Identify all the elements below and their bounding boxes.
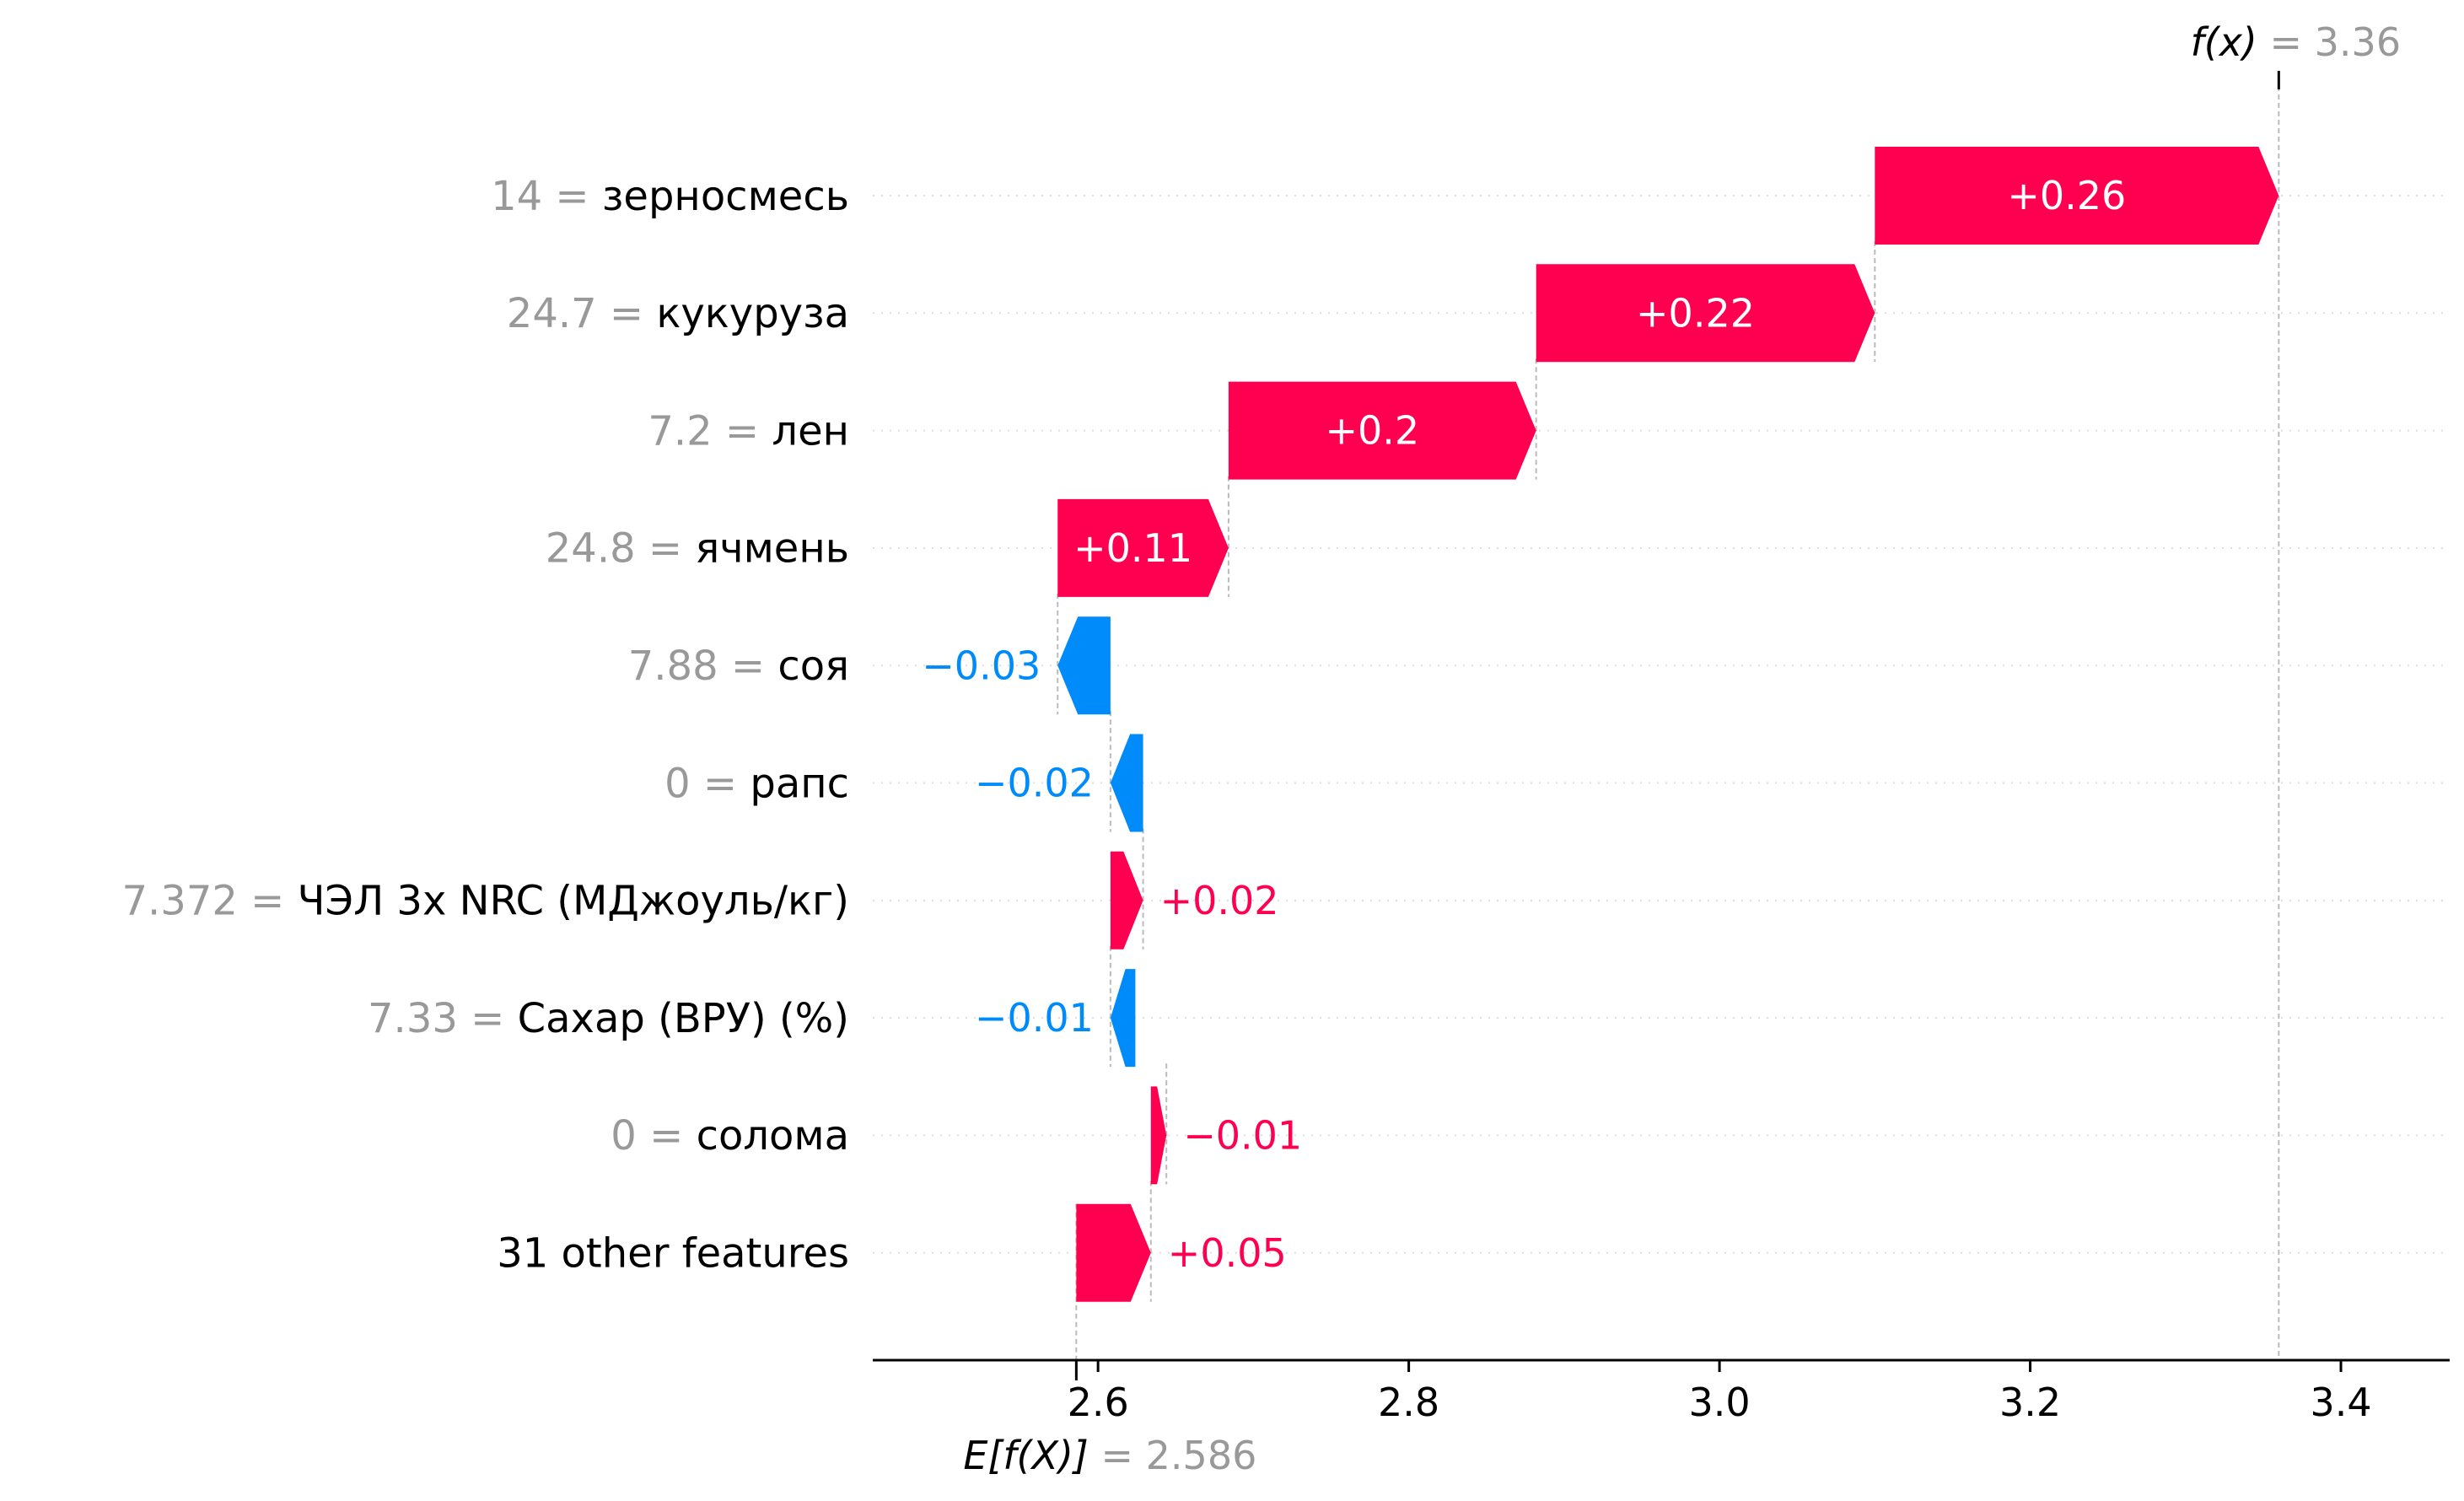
feature-label: 14 = зерносмесь <box>491 173 849 220</box>
output-value-text: f(x) = 3.36 <box>2191 19 2402 65</box>
feature-label: 0 = солома <box>611 1112 849 1159</box>
feature-value: 7.33 = <box>368 995 518 1042</box>
feature-name: Сахар (ВРУ) (%) <box>518 995 849 1042</box>
bar-value-label: +0.05 <box>1168 1230 1287 1276</box>
feature-name: соя <box>777 643 849 690</box>
feature-value: 24.8 = <box>546 525 696 573</box>
feature-label: 7.2 = лен <box>648 407 849 455</box>
feature-value: 0 = <box>611 1112 696 1159</box>
feature-label: 7.33 = Сахар (ВРУ) (%) <box>368 995 849 1042</box>
bar-value-label: +0.02 <box>1160 878 1279 923</box>
bar-positive <box>1110 851 1143 950</box>
feature-value: 0 = <box>664 760 750 807</box>
x-tick-label: 3.4 <box>2310 1380 2371 1425</box>
bar-value-label: −0.02 <box>975 761 1094 806</box>
feature-name: зерносмесь <box>602 173 849 220</box>
feature-label: 24.7 = кукуруза <box>507 290 849 337</box>
feature-value: 14 = <box>491 173 602 220</box>
bar-labels: +0.26 +0.22 +0.2 +0.11 −0.03 −0.02 +0.02 −0.01 −… <box>922 173 2126 1276</box>
bar-value-label: +0.22 <box>1636 290 1755 336</box>
output-value-annotation: f(x) = 3.36 <box>2191 19 2402 89</box>
feature-value: 7.2 = <box>648 407 772 455</box>
feature-name: 31 other features <box>497 1230 849 1278</box>
x-tick-label: 2.8 <box>1378 1380 1439 1425</box>
feature-label: 7.88 = соя <box>628 643 849 690</box>
bar-value-label: −0.03 <box>922 643 1041 688</box>
base-label: E[f(X)] <box>963 1433 1089 1478</box>
bar-positive <box>1057 498 1229 597</box>
feature-value: 24.7 = <box>507 290 657 337</box>
bar-positive <box>1150 1086 1167 1185</box>
feature-label: 24.8 = ячмень <box>546 525 849 573</box>
connectors <box>1057 78 2280 1360</box>
bar-value-label: +0.11 <box>1073 525 1192 571</box>
feature-label: 31 other features <box>497 1230 849 1278</box>
feature-name: ЧЭЛ 3х NRC (МДжоуль/кг) <box>298 878 849 925</box>
bar-value-label: +0.2 <box>1325 408 1419 454</box>
bar-value-label: −0.01 <box>975 995 1094 1041</box>
feature-name: солома <box>697 1112 849 1159</box>
bar-value-label: +0.26 <box>2007 173 2126 218</box>
bar-positive <box>1228 381 1536 480</box>
base-value-annotation: E[f(X)] = 2.586 <box>963 1360 1256 1478</box>
feature-name: рапс <box>750 760 849 807</box>
feature-label: 7.372 = ЧЭЛ 3х NRC (МДжоуль/кг) <box>121 878 849 925</box>
feature-name: лен <box>772 407 849 455</box>
bar-positive <box>1536 264 1875 363</box>
base-value-text: E[f(X)] = 2.586 <box>963 1433 1256 1478</box>
x-tick-label: 2.6 <box>1068 1380 1129 1425</box>
feature-label: 0 = рапс <box>664 760 849 807</box>
feature-value: 7.88 = <box>628 643 778 690</box>
bar-negative <box>1110 734 1143 832</box>
bar-positive <box>1076 1203 1151 1302</box>
feature-value: 7.372 = <box>121 878 297 925</box>
feature-labels: 14 = зерносмесь 24.7 = кукуруза 7.2 = лен 2… <box>121 173 849 1278</box>
base-number: = 2.586 <box>1089 1433 1256 1478</box>
output-label: f(x) <box>2191 19 2257 65</box>
bar-negative <box>1110 969 1136 1068</box>
bar-negative <box>1057 616 1111 715</box>
x-tick-label: 3.2 <box>1999 1380 2061 1425</box>
bar-value-label: −0.01 <box>1183 1113 1302 1159</box>
x-tick-label: 3.0 <box>1689 1380 1751 1425</box>
x-axis: 2.6 2.8 3.0 3.2 3.4 <box>873 1358 2450 1425</box>
feature-name: ячмень <box>695 525 849 573</box>
output-number: = 3.36 <box>2257 19 2401 65</box>
feature-name: кукуруза <box>656 290 849 337</box>
bar-positive <box>1875 147 2279 245</box>
bars <box>1057 147 2279 1302</box>
